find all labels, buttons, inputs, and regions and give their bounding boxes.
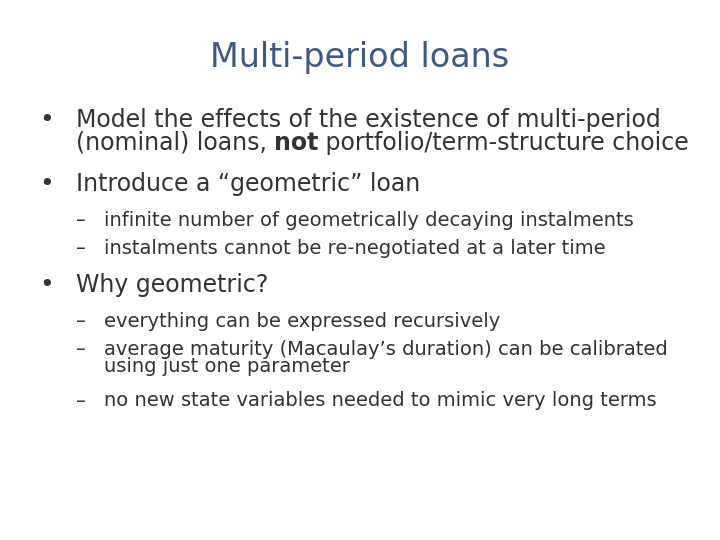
- Text: Introduce a “geometric” loan: Introduce a “geometric” loan: [76, 172, 420, 195]
- Text: –: –: [76, 312, 86, 331]
- Text: –: –: [76, 392, 86, 410]
- Text: •: •: [40, 108, 54, 132]
- Text: –: –: [76, 211, 86, 229]
- Text: •: •: [40, 273, 54, 297]
- Text: instalments cannot be re-negotiated at a later time: instalments cannot be re-negotiated at a…: [104, 239, 606, 258]
- Text: not: not: [274, 131, 318, 154]
- Text: average maturity (Macaulay’s duration) can be calibrated: average maturity (Macaulay’s duration) c…: [104, 340, 668, 359]
- Text: –: –: [76, 340, 86, 359]
- Text: –: –: [76, 239, 86, 258]
- Text: (nominal) loans,: (nominal) loans,: [76, 131, 274, 154]
- Text: everything can be expressed recursively: everything can be expressed recursively: [104, 312, 500, 331]
- Text: portfolio/term-structure choice: portfolio/term-structure choice: [318, 131, 689, 154]
- Text: using just one parameter: using just one parameter: [104, 357, 350, 376]
- Text: infinite number of geometrically decaying instalments: infinite number of geometrically decayin…: [104, 211, 634, 229]
- Text: Multi-period loans: Multi-period loans: [210, 40, 510, 73]
- Text: Model the effects of the existence of multi-period: Model the effects of the existence of mu…: [76, 108, 660, 132]
- Text: •: •: [40, 172, 54, 195]
- Text: Why geometric?: Why geometric?: [76, 273, 268, 297]
- Text: no new state variables needed to mimic very long terms: no new state variables needed to mimic v…: [104, 392, 657, 410]
